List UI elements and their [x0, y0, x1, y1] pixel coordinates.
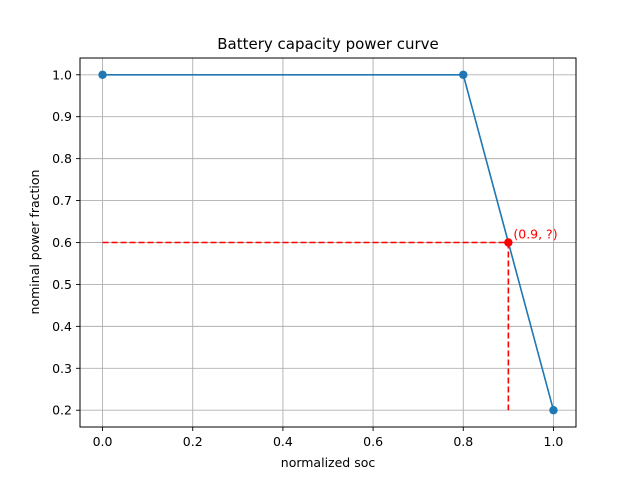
- y-tick-label: 0.5: [52, 277, 72, 292]
- y-tick-label: 0.7: [52, 193, 72, 208]
- x-tick-label: 0.4: [273, 434, 293, 449]
- x-tick-label: 0.0: [93, 434, 113, 449]
- y-tick-label: 0.2: [52, 403, 72, 418]
- y-tick-label: 0.6: [52, 235, 72, 250]
- highlight-group: (0.9, ?): [504, 227, 558, 247]
- y-tick-label: 0.3: [52, 361, 72, 376]
- x-axis-label: normalized soc: [281, 455, 376, 470]
- x-tick-label: 0.6: [363, 434, 383, 449]
- y-tick-label: 0.8: [52, 151, 72, 166]
- x-axis-ticks: 0.0 0.2 0.4 0.6 0.8 1.0: [93, 427, 564, 449]
- series-point: [459, 70, 468, 79]
- series-point: [98, 70, 107, 79]
- x-tick-label: 0.8: [453, 434, 473, 449]
- y-axis-label: nominal power fraction: [27, 170, 42, 315]
- y-tick-label: 0.9: [52, 109, 72, 124]
- highlight-annotation: (0.9, ?): [513, 227, 557, 242]
- y-tick-label: 0.4: [52, 319, 72, 334]
- x-tick-label: 0.2: [183, 434, 203, 449]
- y-axis-ticks: 0.2 0.3 0.4 0.5 0.6 0.7 0.8 0.9 1.0: [52, 67, 80, 418]
- series-point: [549, 406, 558, 415]
- x-tick-label: 1.0: [544, 434, 564, 449]
- highlight-point: [504, 238, 513, 247]
- series-group: [98, 70, 558, 415]
- highlight-guide-lines: [102, 241, 510, 411]
- chart-title: Battery capacity power curve: [217, 35, 439, 53]
- y-tick-label: 1.0: [52, 67, 72, 82]
